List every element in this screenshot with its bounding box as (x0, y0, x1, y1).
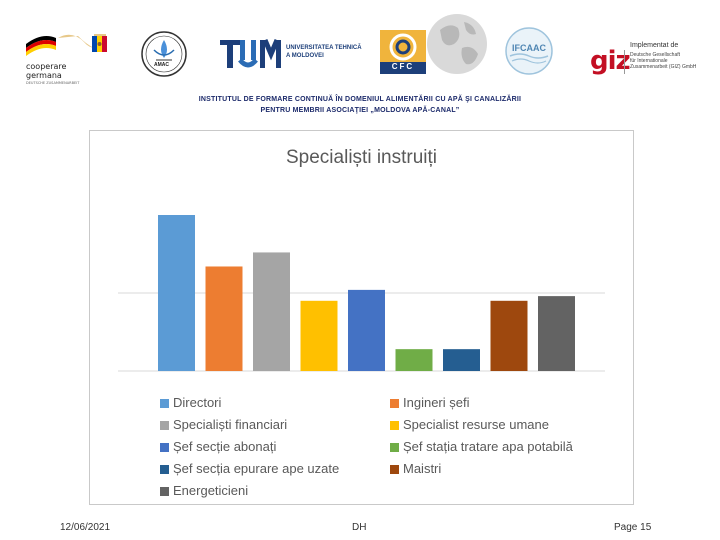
amac-label: AMAC (154, 62, 169, 68)
tum-logo: UNIVERSITATEA TEHNICĂ A MOLDOVEI (220, 38, 362, 74)
footer-page: Page 15 (614, 522, 652, 533)
cfc-emblem-icon (380, 30, 426, 74)
institute-title: INSTITUTUL DE FORMARE CONTINUĂ ÎN DOMENI… (150, 94, 570, 116)
legend-label-6: Șef stația tratare apa potabilă (403, 439, 573, 454)
bar-7 (443, 349, 480, 371)
legend-swatch-8 (390, 465, 399, 474)
globe-icon (427, 14, 487, 74)
giz-logo: Implementat de giz Deutsche Gesellschaft… (590, 40, 700, 80)
legend-swatch-3 (160, 421, 169, 430)
tum-emblem-icon (220, 39, 281, 68)
bar-chart-plot (118, 215, 605, 372)
institute-line-2: PENTRU MEMBRII ASOCIAŢIEI „MOLDOVA APĂ-C… (260, 107, 460, 114)
legend-label-8: Maistri (403, 461, 442, 476)
bar-8 (490, 300, 528, 371)
legend-label-4: Specialist resurse umane (403, 417, 549, 432)
legend-swatch-9 (160, 487, 169, 496)
ifcaac-label: IFCAAC (512, 43, 546, 53)
giz-label: giz (590, 46, 631, 76)
bar-1 (158, 215, 195, 371)
bar-3 (253, 252, 290, 371)
footer-center: DH (352, 522, 367, 533)
legend-label-2: Ingineri șefi (403, 395, 470, 410)
legend-swatch-2 (390, 399, 399, 408)
tum-name: UNIVERSITATEA TEHNICĂ A MOLDOVEI (286, 45, 362, 59)
bar-2 (205, 266, 243, 371)
ifcaac-emblem-icon (505, 27, 553, 75)
cooperare-label: cooperare germana (26, 62, 67, 80)
chart-container: Specialiști instruiți Directori Ingineri … (89, 130, 634, 505)
giz-description: Deutsche Gesellschaft für Internationale… (630, 52, 697, 70)
legend-label-5: Șef secție abonați (173, 439, 277, 454)
ifcaac-logo: IFCAAC (504, 26, 554, 76)
bar-4 (300, 300, 338, 371)
amac-emblem-icon (141, 31, 187, 77)
amac-logo: AMAC (140, 30, 188, 78)
cfc-logo: CFC (380, 30, 426, 74)
legend-label-1: Directori (173, 395, 222, 410)
legend-swatch-4 (390, 421, 399, 430)
legend-swatch-5 (160, 443, 169, 452)
cooperare-sub-label: DEUTSCHE ZUSAMMENARBEIT (26, 81, 80, 85)
institute-line-1: INSTITUTUL DE FORMARE CONTINUĂ ÎN DOMENI… (198, 96, 522, 103)
chart-title: Specialiști instruiți (286, 147, 437, 168)
logo-bar: cooperare germana DEUTSCHE ZUSAMMENARBEI… (0, 0, 720, 90)
giz-implemented-label: Implementat de (630, 42, 679, 49)
legend-label-3: Specialiști financiari (173, 417, 288, 432)
legend-label-9: Energeticieni (173, 483, 249, 498)
legend-swatch-6 (390, 443, 399, 452)
bar-9 (538, 296, 575, 371)
footer-date: 12/06/2021 (60, 522, 111, 533)
legend-swatch-1 (160, 399, 169, 408)
globe-decoration (426, 8, 488, 78)
legend-swatch-7 (160, 465, 169, 474)
giz-divider (624, 50, 625, 74)
bar-6 (395, 349, 433, 371)
bar-5 (348, 289, 385, 371)
cfc-label: CFC (391, 62, 415, 71)
legend-label-7: Șef secția epurare ape uzate (173, 461, 340, 476)
flags-icon (26, 34, 107, 56)
cooperare-germana-logo: cooperare germana DEUTSCHE ZUSAMMENARBEI… (22, 28, 112, 88)
